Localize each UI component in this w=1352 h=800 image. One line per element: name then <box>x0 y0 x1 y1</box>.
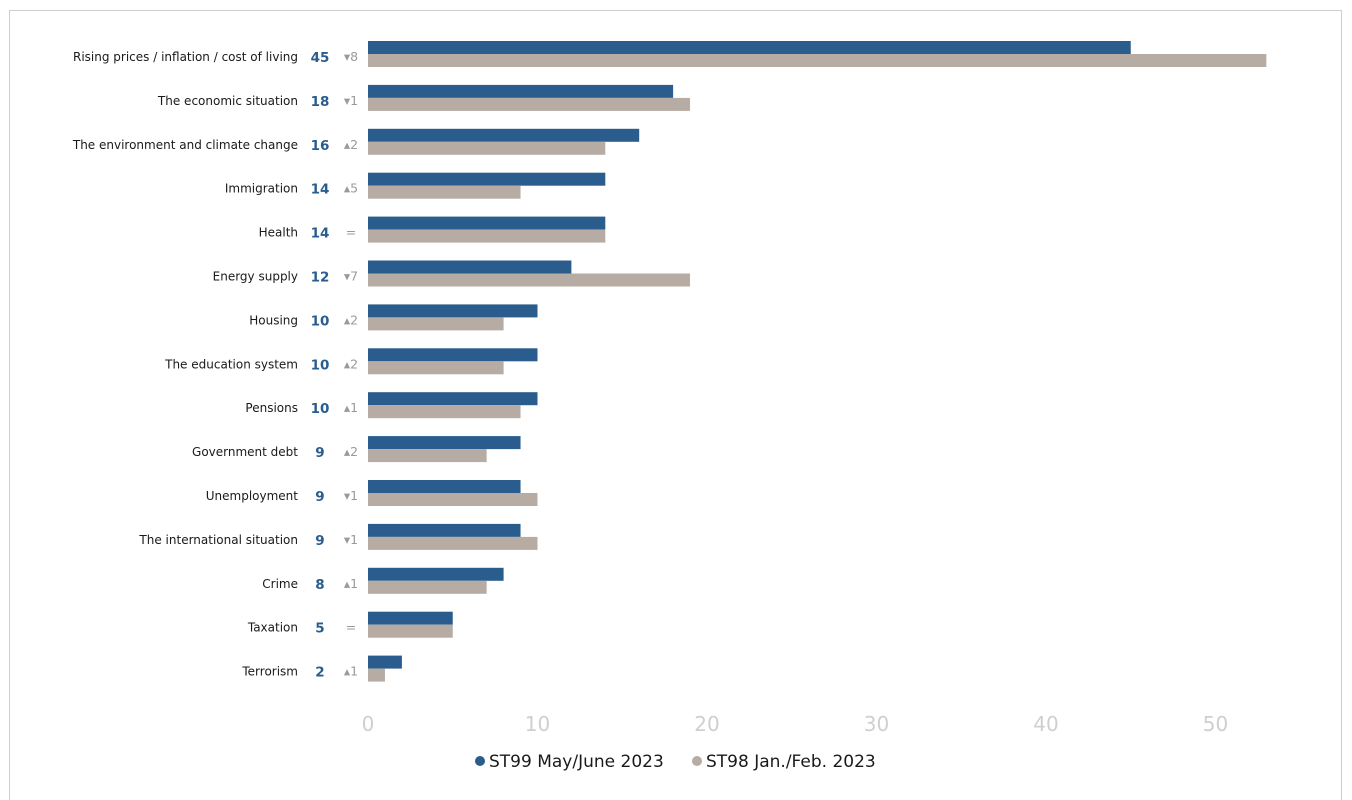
bar-previous <box>368 185 521 199</box>
change-label: = <box>346 225 356 240</box>
category-label: Terrorism <box>241 665 298 679</box>
change-label: ▴2 <box>344 137 358 152</box>
category-label: Pensions <box>245 401 298 415</box>
x-tick-label: 0 <box>362 712 375 736</box>
category-label: Health <box>259 226 298 240</box>
bar-previous <box>368 54 1267 67</box>
bar-current <box>368 480 521 493</box>
category-label: The economic situation <box>157 94 298 108</box>
chart-frame <box>9 10 1342 800</box>
category-label: Rising prices / inflation / cost of livi… <box>73 50 298 64</box>
bar-current <box>368 216 606 230</box>
bar-previous <box>368 141 606 155</box>
category-label: Energy supply <box>213 270 298 284</box>
value-label: 16 <box>311 138 330 154</box>
change-label: ▴1 <box>344 664 358 679</box>
bar-previous <box>368 361 504 375</box>
change-label: ▾1 <box>344 532 358 547</box>
bar-current <box>368 348 538 362</box>
value-label: 8 <box>315 577 324 593</box>
category-label: Crime <box>262 577 298 591</box>
legend-label-previous: ST98 Jan./Feb. 2023 <box>706 752 876 772</box>
change-label: ▾7 <box>344 269 358 284</box>
bar-current <box>368 436 521 450</box>
value-label: 14 <box>311 182 330 198</box>
bar-current <box>368 128 640 142</box>
legend-marker-previous <box>692 756 702 766</box>
bar-previous <box>368 536 538 550</box>
x-tick-label: 40 <box>1033 712 1058 736</box>
bar-previous <box>368 580 487 594</box>
change-label: ▾1 <box>344 93 358 108</box>
change-label: ▴2 <box>344 312 358 327</box>
value-label: 5 <box>315 621 324 637</box>
x-tick-label: 10 <box>525 712 550 736</box>
bar-current <box>368 523 521 537</box>
change-label: ▴1 <box>344 400 358 415</box>
value-label: 18 <box>311 94 330 110</box>
bar-previous <box>368 493 538 506</box>
bar-current <box>368 260 572 274</box>
change-label: ▴2 <box>344 356 358 371</box>
change-label: ▴2 <box>344 444 358 459</box>
change-label: ▾1 <box>344 488 358 503</box>
x-tick-label: 30 <box>864 712 889 736</box>
bar-previous <box>368 273 691 287</box>
change-label: ▴1 <box>344 576 358 591</box>
category-label: The international situation <box>138 533 298 547</box>
legend-label-current: ST99 May/June 2023 <box>489 752 664 772</box>
category-label: Unemployment <box>206 489 299 503</box>
category-label: The education system <box>164 357 298 371</box>
value-label: 10 <box>311 357 330 373</box>
value-label: 9 <box>315 445 324 461</box>
category-label: Taxation <box>247 621 298 635</box>
category-label: Government debt <box>192 445 298 459</box>
bar-previous <box>368 317 504 331</box>
bar-previous <box>368 449 487 463</box>
value-label: 14 <box>311 226 330 242</box>
change-label: ▴5 <box>344 181 358 196</box>
bar-current <box>368 567 504 581</box>
bar-previous <box>368 405 521 419</box>
x-tick-label: 20 <box>694 712 719 736</box>
change-label: ▾8 <box>344 49 358 64</box>
value-label: 10 <box>311 401 330 417</box>
value-label: 9 <box>315 489 324 505</box>
bar-previous <box>368 97 691 111</box>
x-tick-label: 50 <box>1203 712 1228 736</box>
bar-current <box>368 84 674 98</box>
bar-current <box>368 304 538 318</box>
legend-marker-current <box>475 756 485 766</box>
value-label: 9 <box>315 533 324 549</box>
value-label: 45 <box>311 50 330 66</box>
bar-previous <box>368 229 606 243</box>
category-label: Housing <box>249 313 298 327</box>
bar-current <box>368 41 1131 54</box>
bar-current <box>368 655 402 669</box>
value-label: 2 <box>315 665 324 681</box>
value-label: 12 <box>311 270 330 286</box>
bar-current <box>368 392 538 406</box>
bar-previous <box>368 624 453 638</box>
category-label: Immigration <box>225 182 298 196</box>
bar-current <box>368 611 453 625</box>
bar-previous <box>368 668 385 682</box>
bar-current <box>368 172 606 186</box>
change-label: = <box>346 620 356 635</box>
value-label: 10 <box>311 313 330 329</box>
category-label: The environment and climate change <box>72 138 298 152</box>
